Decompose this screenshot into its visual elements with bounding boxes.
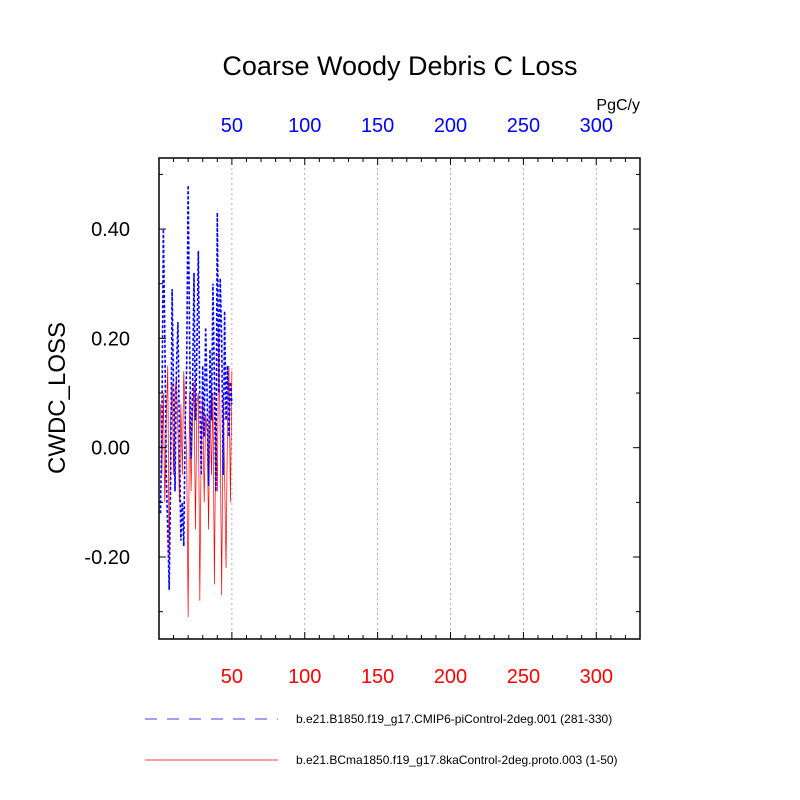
- x-tick-label-top: 50: [221, 115, 243, 137]
- x-tick-label-bottom: 250: [507, 666, 540, 688]
- x-tick-label-bottom: 200: [434, 666, 467, 688]
- series-line-red: [160, 327, 233, 618]
- legend-label-blue: b.e21.B1850.f19_g17.CMIP6-piControl-2deg…: [296, 712, 612, 726]
- y-tick-label: 0.00: [91, 438, 130, 460]
- x-tick-label-bottom: 300: [580, 666, 613, 688]
- x-tick-label-top: 100: [288, 115, 321, 137]
- plot-frame: [158, 157, 641, 640]
- x-tick-label-top: 300: [580, 115, 613, 137]
- gridlines: [231, 158, 597, 639]
- y-tick-label: 0.40: [91, 219, 130, 241]
- x-tick-label-bottom: 100: [288, 666, 321, 688]
- y-tick-label: 0.20: [91, 328, 130, 350]
- x-tick-label-top: 150: [361, 115, 394, 137]
- tick-labels: 50 50 100 100 150 150 200 200 250 250 300 300 -0.20 0…: [84, 115, 613, 688]
- series-line-blue: [159, 185, 233, 590]
- series-lines: [159, 185, 233, 618]
- units-label: PgC/y: [596, 97, 640, 114]
- x-tick-label-top: 250: [507, 115, 540, 137]
- x-tick-label-bottom: 50: [221, 666, 243, 688]
- y-axis-label: CWDC_LOSS: [44, 322, 71, 474]
- legend-label-red: b.e21.BCma1850.f19_g17.8kaControl-2deg.p…: [296, 753, 618, 767]
- y-tick-label: -0.20: [84, 547, 130, 569]
- x-tick-label-bottom: 150: [361, 666, 394, 688]
- x-tick-label-top: 200: [434, 115, 467, 137]
- chart-title: Coarse Woody Debris C Loss: [222, 51, 577, 81]
